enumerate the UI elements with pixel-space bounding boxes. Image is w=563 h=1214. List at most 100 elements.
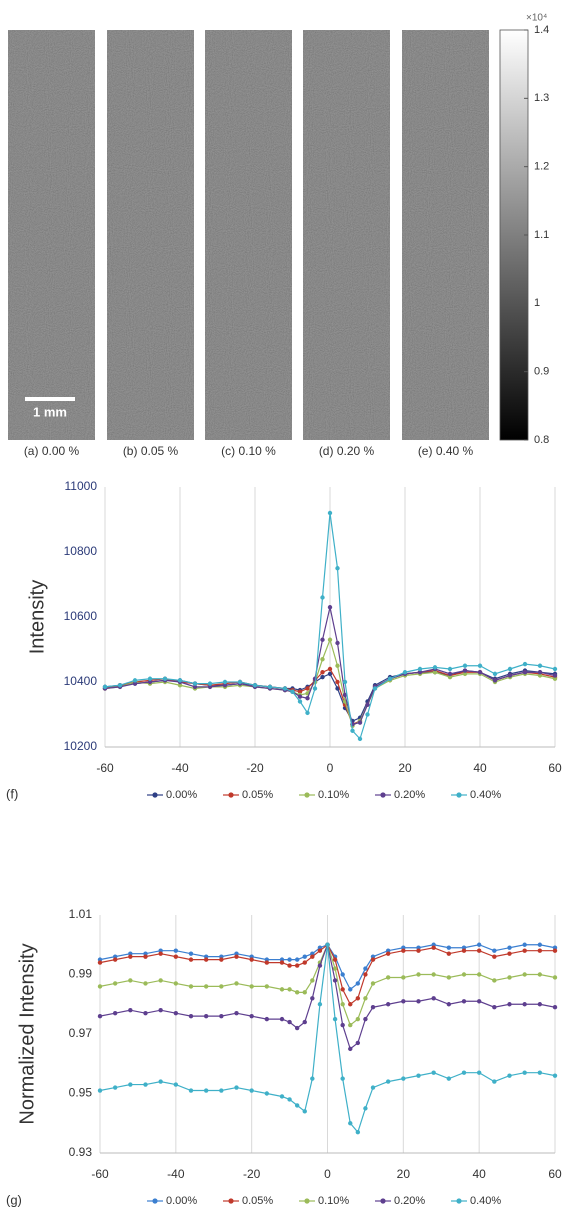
data-point <box>98 1014 102 1018</box>
data-point <box>143 1011 147 1015</box>
data-point <box>356 1017 360 1021</box>
data-point <box>158 951 162 955</box>
data-point <box>98 1088 102 1092</box>
data-point <box>103 685 107 689</box>
legend-label: 0.20% <box>394 1195 425 1207</box>
data-point <box>462 972 466 976</box>
data-point <box>478 670 482 674</box>
data-point <box>303 1020 307 1024</box>
x-tick-label: -40 <box>171 761 189 775</box>
data-point <box>477 949 481 953</box>
data-point <box>463 668 467 672</box>
data-point <box>98 984 102 988</box>
x-tick-label: 0 <box>324 1167 331 1181</box>
data-point <box>219 957 223 961</box>
page: {"chart_data": [ {"type": "image", "pane… <box>0 0 563 1209</box>
figure: (a) 0.00 %(b) 0.05 %(c) 0.10 %(d) 0.20 %… <box>0 0 563 1209</box>
data-point <box>348 987 352 991</box>
colorbar-tick-label: 1.2 <box>534 161 549 173</box>
colorbar-tick-label: 1 <box>534 297 540 309</box>
data-point <box>477 999 481 1003</box>
data-point <box>328 638 332 642</box>
data-point <box>265 1017 269 1021</box>
data-point <box>234 981 238 985</box>
data-point <box>268 685 272 689</box>
y-tick-label: 0.99 <box>69 967 93 981</box>
data-point <box>280 960 284 964</box>
data-point <box>365 703 369 707</box>
data-point <box>253 683 257 687</box>
data-point <box>118 683 122 687</box>
data-point <box>283 686 287 690</box>
data-point <box>280 1094 284 1098</box>
data-point <box>189 951 193 955</box>
data-point <box>234 1011 238 1015</box>
data-point <box>234 1085 238 1089</box>
data-point <box>492 1005 496 1009</box>
data-point <box>371 981 375 985</box>
data-point <box>373 686 377 690</box>
data-point <box>507 946 511 950</box>
data-point <box>189 1088 193 1092</box>
panel-label: (g) <box>6 1192 22 1207</box>
panel-label: (a) 0.00 % <box>24 444 80 458</box>
y-axis-title: Normalized Intensity <box>16 943 38 1124</box>
data-point <box>305 696 309 700</box>
colorbar <box>500 30 528 440</box>
data-point <box>363 972 367 976</box>
data-point <box>447 946 451 950</box>
data-point <box>348 1023 352 1027</box>
data-point <box>204 957 208 961</box>
data-point <box>365 712 369 716</box>
data-point <box>401 1076 405 1080</box>
data-point <box>158 978 162 982</box>
data-point <box>143 954 147 958</box>
data-point <box>113 1011 117 1015</box>
data-point <box>431 972 435 976</box>
data-point <box>363 966 367 970</box>
data-point <box>313 686 317 690</box>
y-tick-label: 10800 <box>64 544 98 558</box>
data-point <box>310 954 314 958</box>
data-point <box>238 680 242 684</box>
data-point <box>320 638 324 642</box>
data-point <box>492 949 496 953</box>
data-point <box>386 951 390 955</box>
data-point <box>553 1005 557 1009</box>
data-point <box>553 975 557 979</box>
data-point <box>462 999 466 1003</box>
data-point <box>340 1023 344 1027</box>
data-point <box>295 957 299 961</box>
legend-label: 0.40% <box>470 789 501 801</box>
data-point <box>348 1121 352 1125</box>
data-point <box>333 978 337 982</box>
data-point <box>303 954 307 958</box>
data-point <box>128 978 132 982</box>
x-tick-label: -60 <box>96 761 114 775</box>
data-point <box>290 690 294 694</box>
legend-marker <box>152 1198 157 1203</box>
data-point <box>249 984 253 988</box>
data-point <box>356 981 360 985</box>
data-point <box>416 972 420 976</box>
data-point <box>287 1020 291 1024</box>
data-point <box>178 678 182 682</box>
data-point <box>340 1076 344 1080</box>
colorbar-tick-label: 0.8 <box>534 434 549 446</box>
data-point <box>431 946 435 950</box>
image-noise <box>205 30 292 440</box>
data-point <box>310 1076 314 1080</box>
data-point <box>401 975 405 979</box>
data-point <box>356 996 360 1000</box>
x-tick-label: -40 <box>167 1167 185 1181</box>
data-point <box>493 678 497 682</box>
data-point <box>343 680 347 684</box>
data-point <box>320 657 324 661</box>
y-tick-label: 0.95 <box>69 1086 93 1100</box>
x-tick-label: 60 <box>548 761 562 775</box>
data-point <box>148 677 152 681</box>
data-point <box>363 1106 367 1110</box>
legend-label: 0.20% <box>394 789 425 801</box>
data-point <box>363 996 367 1000</box>
data-point <box>333 957 337 961</box>
